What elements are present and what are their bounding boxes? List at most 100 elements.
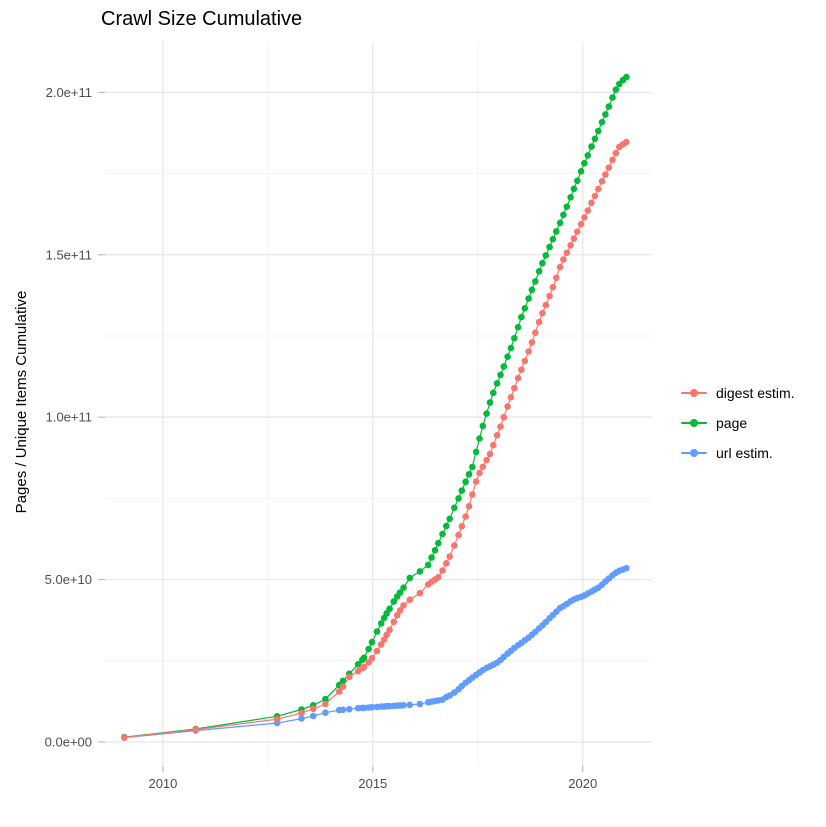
data-point-digest-estim <box>500 413 508 421</box>
data-point-page <box>584 152 592 159</box>
data-point-url-estim <box>368 703 376 711</box>
data-point-page <box>443 522 450 530</box>
data-point-url-estim <box>298 715 305 722</box>
data-point-digest-estim <box>121 734 128 741</box>
data-point-page <box>570 185 578 193</box>
data-point-page <box>504 353 511 361</box>
data-point-page <box>339 677 347 685</box>
data-point-page <box>521 305 529 312</box>
data-point-digest-estim <box>546 292 553 300</box>
data-point-digest-estim <box>570 235 578 242</box>
data-point-page <box>500 363 508 370</box>
data-point-digest-estim <box>528 339 536 346</box>
data-point-digest-estim <box>560 256 567 263</box>
data-point-page <box>406 574 414 582</box>
data-point-page <box>612 86 620 93</box>
data-point-page <box>595 127 602 135</box>
legend: digest estim. page url estim. <box>681 378 795 468</box>
data-point-page <box>493 380 501 387</box>
data-point-page <box>465 471 473 478</box>
data-point-digest-estim <box>609 156 616 164</box>
data-point-digest-estim <box>469 491 476 498</box>
y-axis-tick-label: 1.5e+11 <box>46 247 92 262</box>
y-axis-tick-label: 2.0e+11 <box>46 85 92 100</box>
data-point-digest-estim <box>507 394 515 401</box>
data-point-digest-estim <box>511 384 518 392</box>
data-point-digest-estim <box>595 185 602 193</box>
data-point-page <box>567 194 574 201</box>
data-point-page <box>525 295 532 302</box>
data-point-digest-estim <box>563 249 571 257</box>
data-point-digest-estim <box>602 171 609 178</box>
data-point-page <box>439 530 446 538</box>
data-point-digest-estim <box>339 683 347 690</box>
data-point-digest-estim <box>581 214 588 221</box>
data-point-digest-estim <box>396 607 404 614</box>
data-point-digest-estim <box>493 432 501 439</box>
data-point-digest-estim <box>346 673 353 681</box>
data-point-url-estim <box>346 705 353 713</box>
data-point-digest-estim <box>360 663 368 671</box>
data-point-digest-estim <box>612 149 620 157</box>
data-point-url-estim <box>339 706 347 714</box>
data-point-page <box>360 654 368 662</box>
data-point-page <box>390 598 398 605</box>
data-point-page <box>514 323 522 331</box>
data-point-digest-estim <box>458 523 466 530</box>
data-point-page <box>546 243 553 251</box>
data-point-digest-estim <box>553 274 560 282</box>
data-point-page <box>623 73 630 81</box>
legend-item-url-estim: url estim. <box>681 438 795 468</box>
data-point-page <box>479 422 487 430</box>
data-point-page <box>322 695 329 703</box>
data-point-digest-estim <box>373 647 381 655</box>
data-point-page <box>424 561 432 569</box>
data-point-digest-estim <box>556 263 564 271</box>
data-point-page <box>511 334 518 342</box>
data-point-digest-estim <box>406 596 414 603</box>
data-point-digest-estim <box>309 705 317 713</box>
data-point-page <box>472 448 480 456</box>
data-point-digest-estim <box>490 441 497 449</box>
data-point-page <box>365 645 372 653</box>
data-point-page <box>455 495 462 502</box>
data-point-digest-estim <box>298 709 305 717</box>
data-point-page <box>469 463 476 471</box>
data-point-page <box>591 135 599 143</box>
data-point-page <box>535 268 543 275</box>
legend-label-digest-estim: digest estim. <box>716 385 795 401</box>
data-point-page <box>451 504 458 512</box>
legend-key-url-estim-icon <box>681 446 707 460</box>
data-point-digest-estim <box>462 513 469 520</box>
legend-item-page: page <box>681 408 795 438</box>
data-point-page <box>528 286 536 294</box>
data-point-digest-estim <box>605 164 613 171</box>
data-point-digest-estim <box>377 641 385 648</box>
series-line-page <box>124 76 627 738</box>
x-axis-tick-label: 2020 <box>568 776 597 791</box>
data-point-digest-estim <box>439 567 446 574</box>
data-point-digest-estim <box>577 220 585 228</box>
data-point-page <box>431 547 439 554</box>
data-point-url-estim <box>322 709 329 716</box>
data-point-digest-estim <box>588 199 595 207</box>
data-point-url-estim <box>416 700 424 708</box>
data-point-page <box>539 259 546 267</box>
data-point-page <box>598 118 606 126</box>
data-point-page <box>476 435 483 442</box>
data-point-url-estim <box>406 701 414 709</box>
data-point-page <box>563 203 571 210</box>
data-point-page <box>574 177 581 184</box>
data-point-digest-estim <box>584 207 592 214</box>
data-point-digest-estim <box>539 309 546 317</box>
data-point-page <box>458 487 466 494</box>
data-point-page <box>549 235 557 243</box>
data-point-digest-estim <box>525 348 532 355</box>
data-point-digest-estim <box>465 502 473 510</box>
data-point-url-estim <box>623 564 630 572</box>
data-point-url-estim <box>400 702 407 709</box>
data-point-digest-estim <box>400 602 407 609</box>
data-point-digest-estim <box>598 178 606 185</box>
data-point-page <box>462 478 469 486</box>
